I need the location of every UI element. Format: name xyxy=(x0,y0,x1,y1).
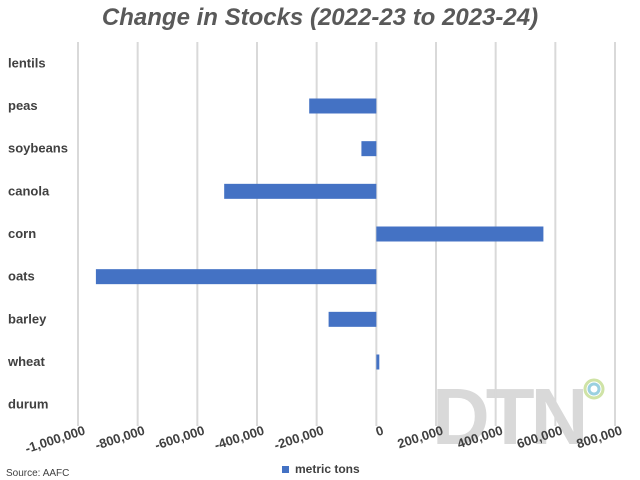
legend-swatch xyxy=(282,465,289,473)
x-tick-label: 0 xyxy=(374,423,386,440)
source-note: Source: AAFC xyxy=(6,468,70,479)
x-tick-label: -400,000 xyxy=(212,423,265,453)
legend: metric tons xyxy=(282,462,360,476)
category-label: wheat xyxy=(7,354,46,369)
category-label: canola xyxy=(8,183,50,198)
bar xyxy=(95,269,377,285)
category-label: lentils xyxy=(8,55,46,70)
bar xyxy=(376,354,380,370)
watermark-logo: DTN xyxy=(432,372,584,461)
x-tick-label: -800,000 xyxy=(93,423,146,453)
watermark-dot-outer xyxy=(583,378,605,400)
bar xyxy=(361,141,377,157)
watermark-dot-inner xyxy=(587,382,601,396)
x-tick-label: -200,000 xyxy=(272,423,325,453)
category-label: soybeans xyxy=(8,141,68,156)
x-tick-label: -1,000,000 xyxy=(23,423,87,456)
bar xyxy=(376,226,544,242)
bar xyxy=(224,183,377,199)
bar xyxy=(309,98,377,114)
bar xyxy=(328,311,377,327)
chart-title: Change in Stocks (2022-23 to 2023-24) xyxy=(101,4,539,31)
legend-label: metric tons xyxy=(295,462,360,476)
category-label: durum xyxy=(8,397,48,412)
category-label: barley xyxy=(8,311,47,326)
category-label: peas xyxy=(8,98,38,113)
category-label: oats xyxy=(8,269,35,284)
x-tick-label: -600,000 xyxy=(153,423,206,453)
category-label: corn xyxy=(8,226,36,241)
